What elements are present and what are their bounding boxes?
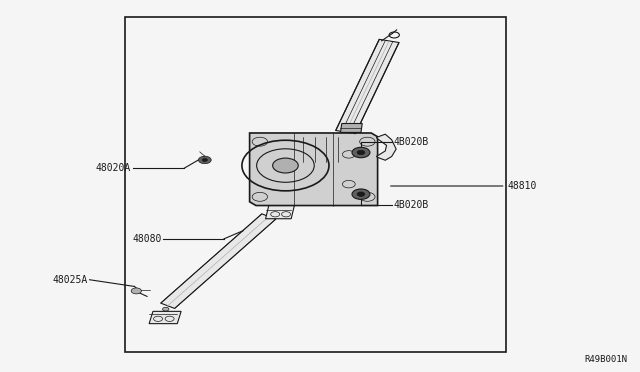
Text: 4B020B: 4B020B [394, 137, 429, 147]
Circle shape [198, 156, 211, 164]
Circle shape [273, 158, 298, 173]
Circle shape [352, 189, 370, 199]
Polygon shape [161, 214, 276, 308]
Circle shape [202, 158, 207, 161]
Polygon shape [340, 124, 362, 132]
Polygon shape [250, 133, 378, 205]
Circle shape [131, 288, 141, 294]
Polygon shape [376, 134, 396, 160]
Circle shape [352, 147, 370, 158]
Text: 48020A: 48020A [96, 163, 131, 173]
Text: 48025A: 48025A [52, 275, 88, 285]
Text: 4B020B: 4B020B [394, 200, 429, 209]
Polygon shape [266, 205, 294, 219]
Bar [125, 17, 506, 352]
Text: 48810: 48810 [508, 181, 537, 191]
Circle shape [357, 192, 365, 196]
Circle shape [163, 307, 169, 311]
Circle shape [357, 150, 365, 155]
Text: 48080: 48080 [132, 234, 162, 244]
Polygon shape [149, 311, 181, 324]
Text: R49B001N: R49B001N [584, 355, 627, 364]
Polygon shape [336, 39, 399, 134]
